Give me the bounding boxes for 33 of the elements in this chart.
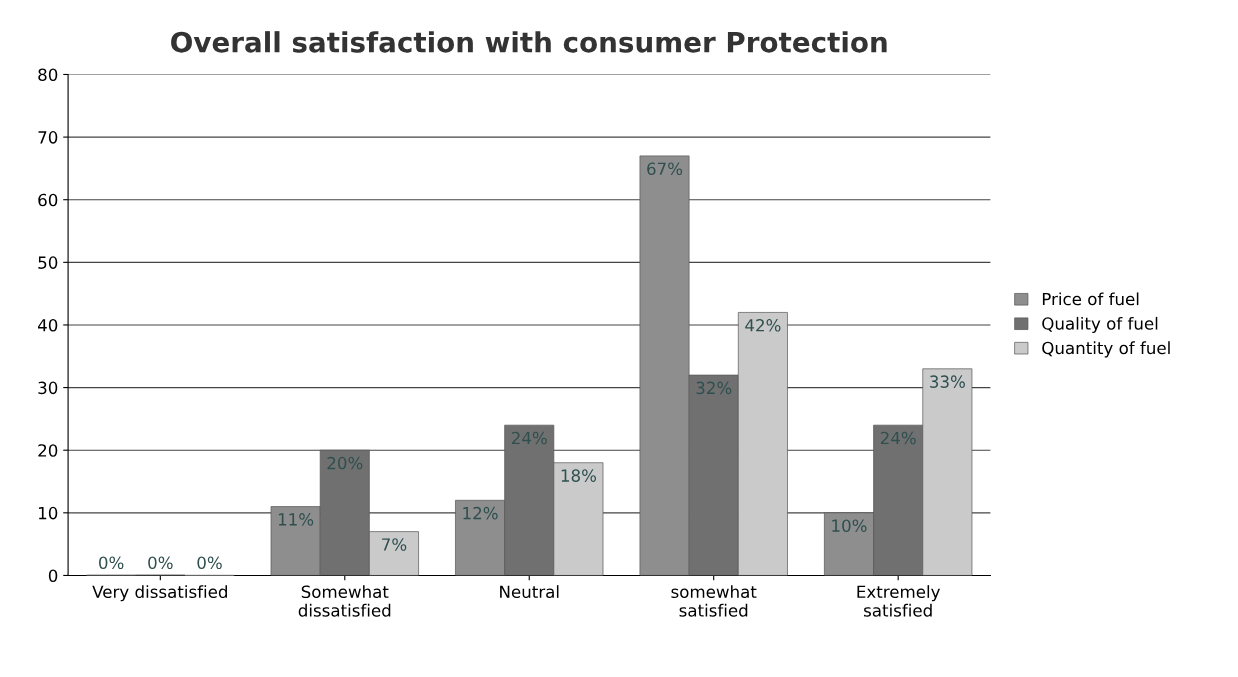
legend-label: Quantity of fuel <box>1042 341 1170 358</box>
data-label: 20% <box>327 456 363 470</box>
data-label: 32% <box>696 381 732 395</box>
legend-label: Quality of fuel <box>1042 316 1158 334</box>
data-label: 0% <box>99 556 124 570</box>
y-tick-label: 80 <box>38 68 58 82</box>
data-label: 0% <box>197 556 222 570</box>
data-label: 0% <box>148 556 173 570</box>
x-tick-label: Very dissatisfied <box>92 585 227 602</box>
data-label: 7% <box>382 538 407 551</box>
data-label: 12% <box>463 506 498 520</box>
y-tick-label: 60 <box>38 193 58 207</box>
y-tick-label: 30 <box>38 381 58 395</box>
y-tick-label: 40 <box>37 318 58 332</box>
legend-label: Price of fuel <box>1042 292 1139 306</box>
data-label: 24% <box>511 431 547 445</box>
x-tick-label: Extremely satisfied <box>857 585 940 617</box>
data-label: 24% <box>880 431 916 445</box>
data-label: 42% <box>745 318 781 332</box>
data-label: 18% <box>561 469 597 482</box>
data-label: 10% <box>832 519 867 532</box>
y-tick-label: 70 <box>38 131 58 144</box>
y-tick-label: 50 <box>38 256 58 269</box>
x-tick-label: Somewhat dissatisfied <box>298 585 391 617</box>
y-tick-label: 20 <box>38 444 58 457</box>
y-tick-label: 0 <box>48 569 58 583</box>
data-label: 11% <box>278 513 314 526</box>
chart-title: Overall satisfaction with consumer Protection <box>171 31 887 53</box>
data-label: 67% <box>647 162 683 176</box>
x-tick-label: somewhat satisfied <box>671 585 757 617</box>
data-label: 33% <box>930 375 965 388</box>
x-tick-label: Neutral <box>500 585 559 599</box>
y-tick-label: 10 <box>38 506 58 520</box>
